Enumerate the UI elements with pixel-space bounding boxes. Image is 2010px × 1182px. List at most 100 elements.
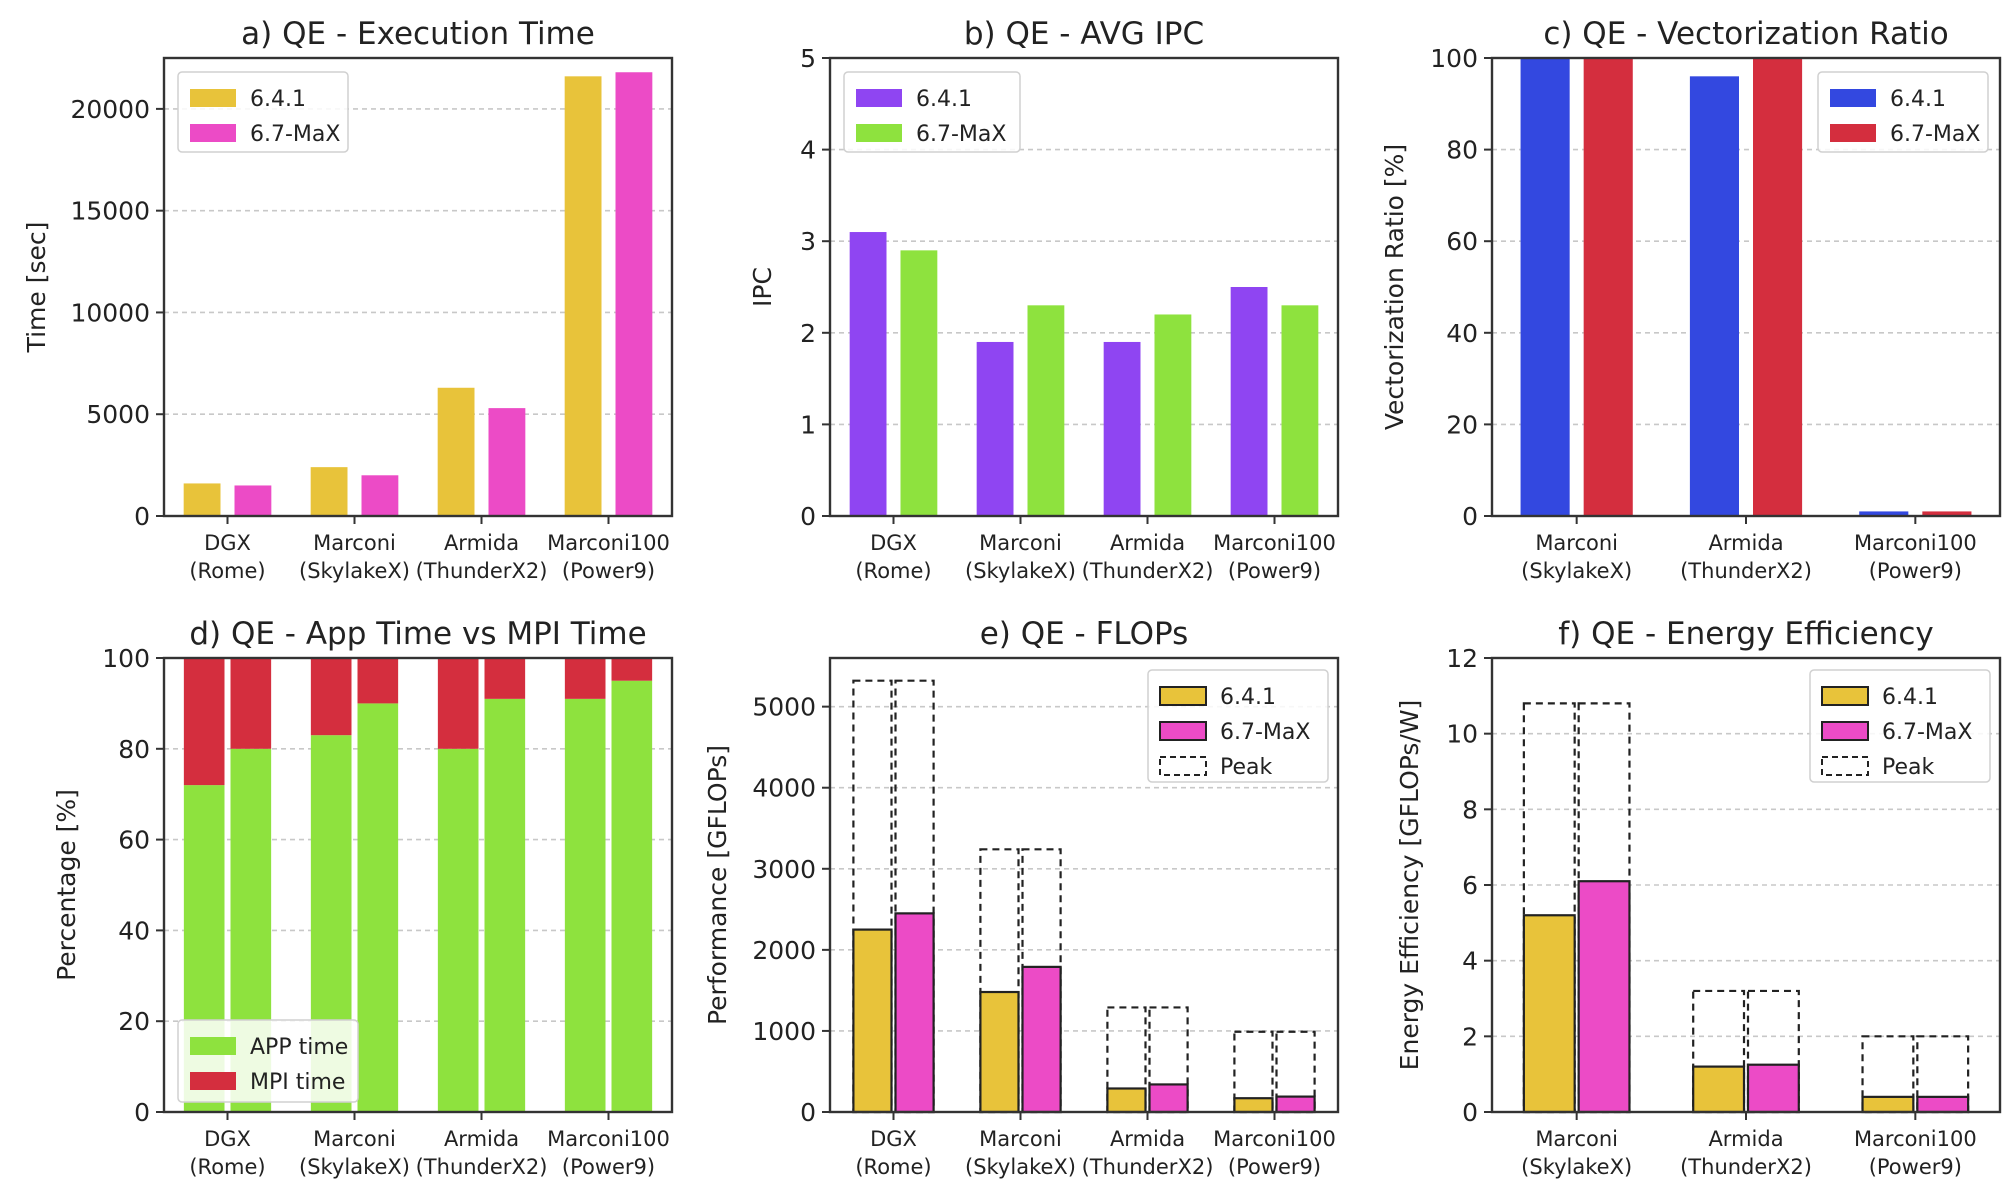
bar-6-4-1 [437,387,475,516]
y-tick-label: 1000 [752,1017,816,1046]
bar-6-4-1 [1233,1097,1274,1114]
y-tick-label: 10 [1446,720,1478,749]
bar-app-time [357,703,399,1112]
legend-label: APP time [250,1035,348,1060]
chart-panel-4: d) QE - App Time vs MPI Time 0 20 40 60 80 100… [52,616,674,1179]
y-tick-label: 2000 [752,936,816,965]
bar-6-4-1 [1522,914,1576,1114]
chart-title: f) QE - Energy Efficiency [1558,616,1933,652]
y-tick-label: 4 [800,136,816,165]
bar-mpi-time [230,658,272,749]
chart-panel-6: f) QE - Energy Efficiency 0 2 4 6 8 10 12 Energy… [1395,616,2002,1179]
chart-title: e) QE - FLOPs [980,616,1189,652]
chart-title: c) QE - Vectorization Ratio [1543,16,1948,52]
bar-6-7-max [1916,1095,1970,1114]
bar-6-7-max [488,408,526,516]
bar-mpi-time [564,658,606,699]
legend-swatch [1830,124,1876,142]
legend-label: 6.7-MaX [1882,720,1972,745]
bar-6-7-max [1275,1095,1316,1114]
chart-panel-1: a) QE - Execution Time 0 5000 10000 15000 200… [22,16,674,583]
x-tick-label: Marconi100 (Power9) [547,1127,670,1179]
bar-6-7-max [234,485,272,516]
bar-6-4-1 [1106,1087,1147,1114]
bar-6-4-1 [183,483,221,516]
bar-mpi-time [357,658,399,704]
bar-6-7-max [1148,1083,1189,1114]
bar-6-7-max [894,912,935,1114]
bar-6-4-1 [1692,1065,1746,1114]
legend-swatch [1821,721,1869,741]
bar-app-time [611,680,653,1112]
bar-6-7-max [1027,305,1065,516]
y-tick-label: 40 [118,916,150,945]
legend-swatch-peak [1821,756,1869,776]
y-tick-label: 100 [102,644,150,673]
bar-6-4-1 [564,76,602,516]
y-tick-label: 0 [1462,1098,1478,1127]
bar-mpi-time [484,658,526,699]
y-tick-label: 12 [1446,644,1478,673]
bar-6-4-1 [310,467,348,516]
y-tick-label: 2 [800,319,816,348]
bar-6-7-max [1154,314,1192,516]
y-axis-label: Vectorization Ratio [%] [1380,144,1409,430]
legend: 6.4.1 6.7-MaX [843,71,1021,153]
x-tick-label: Armida (ThunderX2) [416,531,548,583]
legend-label: Peak [1220,755,1272,780]
x-tick-label: Marconi100 (Power9) [1854,1127,1977,1179]
axes-frame [828,56,1340,518]
bar-6-4-1 [852,928,893,1114]
x-tick-label: Armida (ThunderX2) [1082,1127,1214,1179]
bar-peak [1861,1035,1915,1114]
chart-panel-3: c) QE - Vectorization Ratio 0 20 40 60 80 100 V… [1380,16,2002,583]
bar-peak [894,679,935,1114]
x-tick-label: DGX (Rome) [855,531,931,583]
bar-6-7-max [1021,965,1062,1114]
x-tick-label: DGX (Rome) [189,531,265,583]
bar-6-7-max [900,250,938,517]
y-tick-label: 0 [800,1098,816,1127]
bar-6-4-1 [976,341,1014,516]
bar-6-7-max [1753,58,1803,516]
legend-label: 6.4.1 [1220,685,1276,710]
x-tick-label: Armida (ThunderX2) [1680,531,1812,583]
legend-label: Peak [1882,755,1934,780]
legend: 6.4.1 6.7-MaX [177,71,349,153]
bar-6-7-max [1577,880,1631,1114]
bar-mpi-time [437,658,479,749]
legend-swatch [1159,686,1207,706]
y-tick-label: 4 [1462,947,1478,976]
legend-swatch-peak [1159,756,1207,776]
y-tick-label: 20000 [70,95,150,124]
axes-frame [162,56,674,518]
legend-label: 6.4.1 [1882,685,1938,710]
y-tick-label: 15000 [70,197,150,226]
bar-6-7-max [1583,58,1633,516]
x-tick-label: Marconi100 (Power9) [1854,531,1977,583]
bar-6-4-1 [1859,511,1909,516]
x-tick-label: Marconi (SkylakeX) [965,531,1076,583]
y-tick-label: 10000 [70,298,150,327]
chart-title: b) QE - AVG IPC [964,16,1204,52]
bar-6-4-1 [1230,287,1268,516]
bar-app-time [437,748,479,1112]
legend-swatch [856,124,902,142]
x-tick-label: DGX (Rome) [855,1127,931,1179]
y-tick-label: 3000 [752,855,816,884]
bar-mpi-time [611,658,653,681]
y-tick-label: 0 [134,1098,150,1127]
y-axis-label: Performance [GFLOPs] [703,745,732,1025]
y-tick-label: 3 [800,227,816,256]
bar-6-7-max [1746,1063,1800,1114]
x-tick-label: Marconi (SkylakeX) [1521,531,1632,583]
y-axis-label: Time [sec] [22,222,51,354]
legend-label: 6.7-MaX [1890,122,1980,147]
y-tick-label: 0 [800,502,816,531]
x-tick-label: Armida (ThunderX2) [1082,531,1214,583]
x-tick-label: DGX (Rome) [189,1127,265,1179]
bar-6-4-1 [1103,341,1141,516]
bar-peak [852,679,893,1114]
y-tick-label: 60 [1446,227,1478,256]
